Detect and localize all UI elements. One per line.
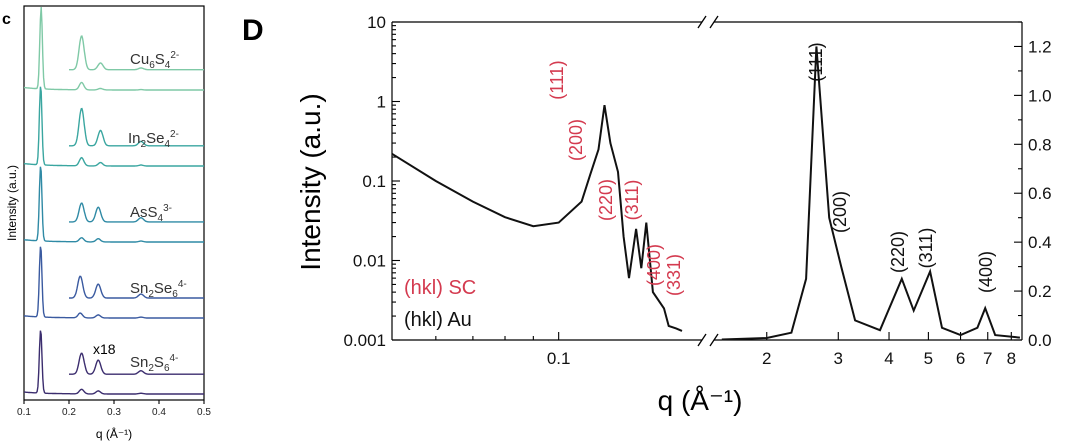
panel-c-trace-raw (23, 246, 204, 319)
panel-c: c 0.1 0.2 0.3 0.4 0.5 q (Å⁻¹) Intensity (a.u… (2, 5, 211, 441)
au-peak-label: (400) (976, 251, 996, 293)
panel-c-trace-magnified (69, 107, 204, 147)
left-y-ticks: 10 1 0.1 0.01 0.001 (343, 13, 400, 350)
panel-c-traces (23, 6, 204, 395)
right-y-ticks: 1.2 1.0 0.8 0.6 0.4 0.2 0.0 (1014, 21, 1052, 350)
right-y-tick-label: 0.0 (1028, 331, 1052, 350)
legend-au: (hkl) Au (404, 309, 472, 331)
sc-series-line (391, 104, 683, 332)
panel-c-trace-magnified (69, 352, 204, 375)
left-y-tick-label: 0.01 (353, 252, 386, 271)
x-tick-label: 2 (762, 349, 771, 368)
left-y-tick-label: 0.1 (362, 172, 386, 191)
sc-peak-label: (311) (622, 180, 642, 221)
right-y-tick-label: 1.0 (1028, 86, 1052, 105)
axis-break-bottom (697, 333, 719, 347)
sc-peak-labels: (111) (200) (220) (311) (400) (331) (547, 60, 684, 296)
axis-break-top (697, 15, 719, 29)
right-y-tick-label: 1.2 (1028, 37, 1052, 56)
x-tick-label: 4 (884, 349, 893, 368)
series-label-cu6s4: Cu6S42- (130, 50, 179, 71)
sc-peak-label: (400) (644, 244, 664, 286)
panel-d-x-label: q (Å⁻¹) (658, 385, 743, 416)
panel-c-trace-raw (23, 166, 204, 243)
x-ticks: 0.1 2 3 4 5 6 7 8 (435, 332, 1016, 368)
au-peak-label: (220) (888, 231, 908, 273)
sc-peak-label: (220) (596, 179, 616, 221)
panel-c-trace-magnified (69, 275, 204, 299)
right-y-tick-label: 0.4 (1028, 233, 1052, 252)
series-label-in2se4: In2Se42- (128, 129, 179, 150)
left-y-tick-label: 0.001 (343, 331, 386, 350)
panel-c-x-tick-label: 0.1 (17, 407, 31, 418)
au-series-line (721, 46, 1021, 341)
right-y-tick-label: 0.6 (1028, 184, 1052, 203)
x-tick-label: 8 (1007, 349, 1016, 368)
sc-peak-label: (331) (664, 254, 684, 296)
series-label-sn2se6: Sn2Se64- (130, 279, 187, 300)
x-tick-label: 3 (834, 349, 843, 368)
panel-c-trace-raw (24, 330, 204, 395)
panel-c-x-tick-label: 0.3 (107, 407, 121, 418)
legend-sc: (hkl) SC (404, 277, 476, 299)
series-label-ass4: AsS43- (130, 203, 172, 224)
panel-c-letter: c (2, 11, 11, 28)
x-tick-label: 7 (983, 349, 992, 368)
sc-peak-label: (200) (566, 119, 586, 161)
panel-c-trace-magnified (69, 35, 204, 71)
panel-d-letter: D (242, 14, 264, 47)
panel-c-x-ticks: 0.1 0.2 0.3 0.4 0.5 (17, 400, 211, 418)
sc-peak-label: (111) (547, 60, 567, 99)
x-tick-label: 5 (924, 349, 933, 368)
panel-c-x-label: q (Å⁻¹) (96, 426, 132, 441)
panel-c-trace-raw (23, 6, 204, 91)
x-tick-label: 0.1 (547, 349, 571, 368)
panel-c-trace-raw (23, 86, 204, 167)
panel-c-x-tick-label: 0.4 (152, 407, 166, 418)
right-y-tick-label: 0.8 (1028, 135, 1052, 154)
au-peak-label: (311) (916, 228, 936, 269)
panel-c-x-tick-label: 0.5 (197, 407, 211, 418)
left-y-tick-label: 10 (367, 13, 386, 32)
au-peak-labels: (111) (200) (220) (311) (400) (806, 42, 996, 293)
left-y-tick-label: 1 (377, 93, 386, 112)
multiplier-label: x18 (93, 341, 116, 357)
right-y-tick-label: 0.2 (1028, 282, 1052, 301)
au-peak-label: (200) (830, 191, 850, 233)
panel-c-y-label: Intensity (a.u.) (5, 165, 19, 241)
panel-d-y-label: Intensity (a.u.) (295, 93, 326, 270)
panel-c-trace-magnified (69, 202, 204, 223)
panel-c-x-tick-label: 0.2 (62, 407, 76, 418)
au-peak-label: (111) (806, 42, 826, 81)
series-label-sn2s6: Sn2S64- (130, 353, 178, 374)
x-tick-label: 6 (956, 349, 965, 368)
